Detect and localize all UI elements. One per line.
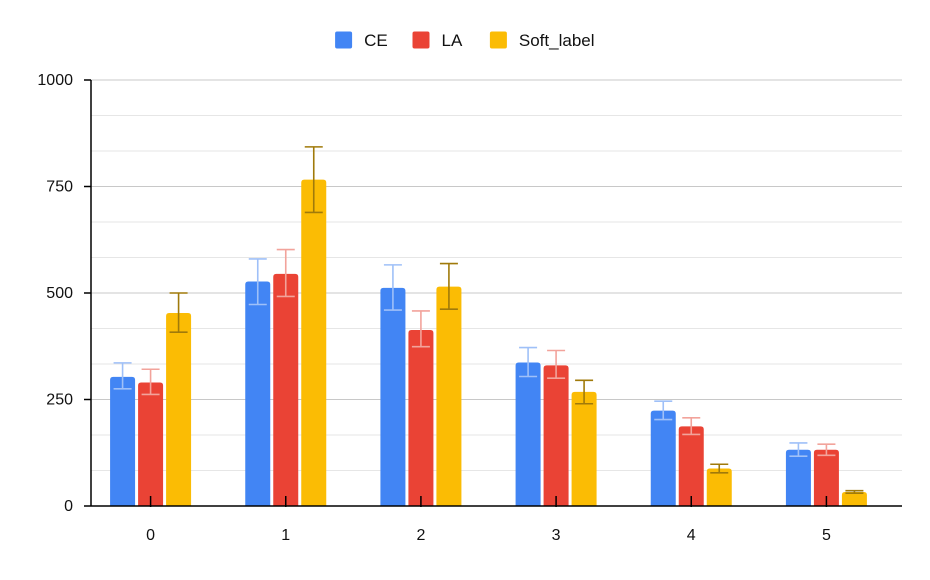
x-tick-label: 5 — [822, 527, 831, 544]
error-bar-soft-label-5 — [845, 489, 864, 495]
error-bar-la-0 — [141, 368, 160, 396]
x-tick-label: 4 — [687, 527, 696, 544]
y-tick-label: 500 — [46, 285, 73, 302]
bar-soft-label-0 — [166, 313, 192, 506]
error-bar-ce-4 — [654, 400, 673, 421]
axes: 0 250 500 750 1000 0 1 2 3 4 5 — [37, 72, 902, 544]
error-bar-soft-label-4 — [710, 463, 729, 474]
legend-item-ce[interactable]: CE — [335, 31, 388, 50]
bar-soft-label-2 — [436, 286, 462, 506]
error-bar-ce-0 — [113, 362, 132, 390]
bar-ce-3 — [515, 362, 541, 506]
error-bar-soft-label-0 — [169, 292, 188, 333]
bar-soft-label-1 — [301, 179, 327, 506]
legend-label: LA — [442, 31, 463, 50]
legend-swatch — [335, 31, 353, 49]
y-tick-label: 1000 — [37, 72, 73, 89]
bar-la-0 — [138, 382, 164, 506]
error-bar-ce-2 — [383, 264, 402, 311]
legend: CE LA Soft_label — [335, 31, 595, 50]
y-tick-label: 250 — [46, 392, 73, 409]
bar-soft-label-5 — [841, 491, 867, 506]
legend-label: CE — [364, 31, 388, 50]
bar-ce-2 — [380, 287, 406, 506]
bar-la-4 — [678, 426, 704, 506]
error-bar-la-2 — [411, 310, 430, 348]
legend-swatch — [412, 31, 430, 49]
error-bar-soft-label-3 — [575, 379, 594, 405]
x-tick-label: 1 — [281, 527, 290, 544]
bar-soft-label-3 — [571, 391, 597, 506]
error-bar-la-5 — [817, 443, 836, 457]
legend-swatch — [489, 31, 507, 49]
bar-la-2 — [408, 330, 434, 506]
legend-item-la[interactable]: LA — [412, 31, 463, 50]
bar-la-1 — [273, 273, 299, 506]
gridlines — [91, 79, 902, 471]
x-tick-label: 0 — [146, 527, 155, 544]
error-bar-la-4 — [682, 417, 701, 436]
x-tick-label: 2 — [416, 527, 425, 544]
bar-ce-0 — [110, 376, 136, 506]
error-bar-la-1 — [276, 248, 295, 298]
error-bar-ce-5 — [789, 442, 808, 457]
bar-soft-label-4 — [706, 468, 732, 506]
bar-ce-5 — [785, 449, 811, 506]
x-tick-label: 3 — [552, 527, 561, 544]
bar-ce-1 — [245, 281, 271, 506]
bar-la-5 — [813, 449, 839, 506]
error-bar-soft-label-2 — [439, 262, 458, 310]
legend-item-soft-label[interactable]: Soft_label — [489, 31, 595, 50]
error-bar-la-3 — [547, 349, 566, 380]
y-tick-label: 0 — [64, 498, 73, 515]
error-bar-soft-label-1 — [304, 146, 323, 214]
y-tick-label: 750 — [46, 179, 73, 196]
bar-la-3 — [543, 365, 569, 506]
error-bar-ce-3 — [519, 346, 538, 378]
legend-label: Soft_label — [519, 31, 595, 50]
bars — [110, 146, 867, 506]
error-bar-ce-1 — [248, 258, 267, 306]
bar-ce-4 — [650, 410, 676, 506]
